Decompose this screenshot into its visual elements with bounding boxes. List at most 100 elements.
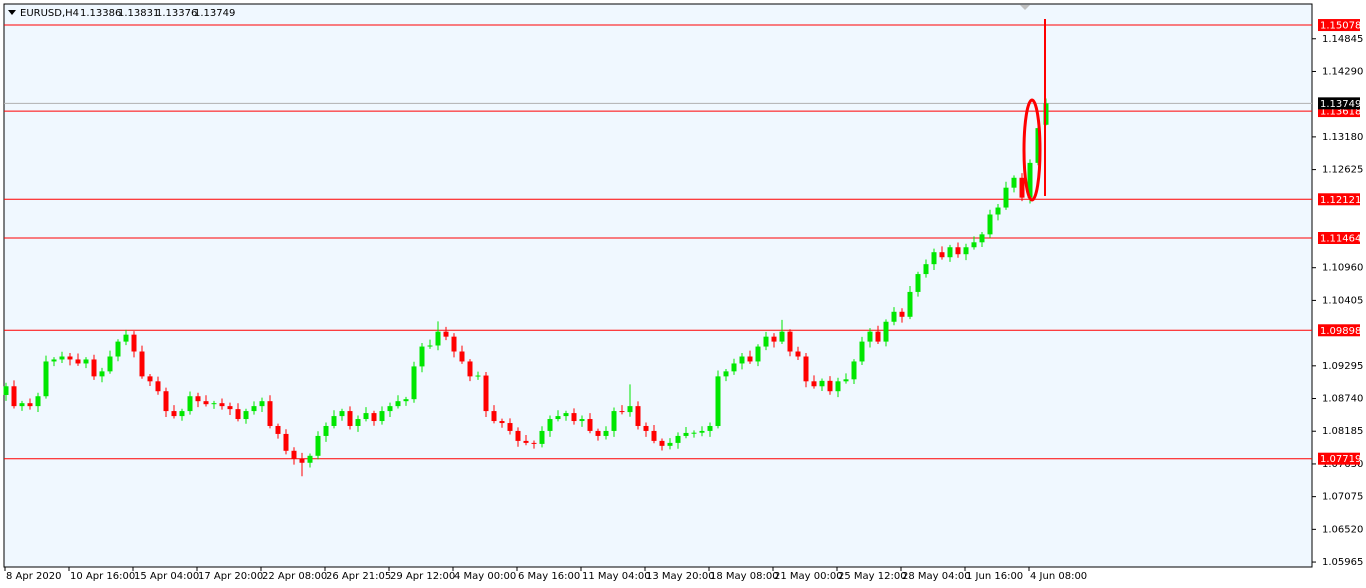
candle-body [651, 430, 657, 441]
axes: 1.14845 1.14290 1.13180 1.12625 1.10960 1.104… [4, 19, 1363, 582]
candle-body [707, 425, 713, 431]
candle-body [835, 381, 841, 392]
candle-body [939, 252, 945, 258]
candle-body [563, 413, 569, 417]
level-label-box [1318, 232, 1360, 245]
candle-body [627, 406, 633, 413]
candle-body [931, 252, 937, 265]
candle-body [1011, 177, 1017, 188]
candle-body [67, 356, 73, 360]
candle-body [515, 430, 521, 441]
candle-body [915, 274, 921, 292]
candle-body [739, 356, 745, 364]
candle-body [507, 423, 513, 431]
x-tick-label: 17 Apr 20:00 [198, 571, 263, 582]
header-close: 1.13749 [194, 8, 235, 19]
candle-body [699, 430, 705, 433]
candle-body [291, 450, 297, 459]
candle-body [859, 341, 865, 362]
candle-body [275, 425, 281, 434]
candle-body [947, 247, 953, 258]
candle-body [99, 371, 105, 377]
levels [4, 24, 1312, 460]
y-tick-label: 1.13180 [1322, 132, 1363, 143]
candle-body [691, 432, 697, 434]
candle-body [419, 346, 425, 367]
candle-body [875, 331, 881, 342]
x-tick-label: 6 May 16:00 [518, 571, 580, 582]
level-label-box [1318, 452, 1360, 465]
candle-body [907, 291, 913, 317]
candle-body [571, 413, 577, 422]
candle-body [211, 403, 217, 405]
candle-body [331, 416, 337, 426]
menu-triangle [8, 10, 16, 15]
level-label-box [1318, 19, 1360, 32]
candle-body [899, 311, 905, 317]
candle-body [1027, 162, 1033, 198]
candle-body [403, 399, 409, 402]
x-tick-label: 26 Apr 21:05 [326, 571, 391, 582]
candle-body [3, 386, 9, 395]
candle-body [643, 425, 649, 431]
x-tick-label: 4 May 00:00 [454, 571, 516, 582]
candle-body [195, 396, 201, 402]
candle-body [147, 376, 153, 382]
y-tick-label: 1.10960 [1322, 263, 1363, 274]
candle-body [339, 411, 345, 417]
x-tick-label: 11 May 04:00 [582, 571, 651, 582]
candle-body [499, 421, 505, 424]
candle-body [811, 381, 817, 387]
candle-body [139, 351, 145, 377]
candle-body [371, 413, 377, 422]
candle-body [307, 455, 313, 463]
level-label: 1.15078 [1320, 21, 1361, 32]
candle-body [363, 413, 369, 420]
candle-body [347, 411, 353, 426]
candle-body [595, 430, 601, 436]
candle-body [619, 411, 625, 413]
candle-body [35, 396, 41, 407]
candle-body [235, 409, 241, 420]
candle-body [427, 345, 433, 347]
x-tick-label: 29 Apr 12:00 [390, 571, 455, 582]
candle-body [883, 321, 889, 342]
candle-body [779, 331, 785, 342]
candle-body [955, 247, 961, 255]
candle-body [251, 406, 257, 412]
candle-body [723, 371, 729, 377]
candle-body [451, 336, 457, 352]
candle-body [27, 403, 33, 407]
level-label-box [1318, 324, 1360, 337]
x-tick-label: 1 Jun 16:00 [966, 571, 1023, 582]
candle-body [11, 386, 17, 407]
y-tick-label: 1.08740 [1322, 394, 1363, 405]
candles [3, 98, 1049, 477]
candle-body [299, 458, 305, 463]
x-tick-label: 28 May 04:00 [902, 571, 971, 582]
level-label-box [1318, 193, 1360, 206]
y-tick-label: 1.10405 [1322, 295, 1363, 306]
candle-body [731, 363, 737, 372]
x-tick-label: 13 May 20:00 [646, 571, 715, 582]
y-tick-label: 1.08185 [1322, 426, 1363, 437]
candle-body [979, 234, 985, 243]
candle-body [243, 411, 249, 420]
candle-body [467, 361, 473, 377]
candle-body [107, 356, 113, 372]
candle-body [131, 334, 137, 352]
plot-area [3, 3, 1313, 568]
x-tick-label: 18 May 08:00 [710, 571, 779, 582]
x-tick-label: 21 May 00:00 [774, 571, 843, 582]
candle-body [787, 331, 793, 352]
candle-body [851, 361, 857, 380]
candle-body [771, 336, 777, 342]
candle-body [387, 406, 393, 412]
candle-body [539, 430, 545, 444]
x-tick-label: 10 Apr 16:00 [70, 571, 135, 582]
candle-body [91, 359, 97, 377]
candle-body [443, 331, 449, 337]
candle-body [531, 442, 537, 444]
candle-body [283, 433, 289, 451]
candle-body [1019, 177, 1025, 198]
